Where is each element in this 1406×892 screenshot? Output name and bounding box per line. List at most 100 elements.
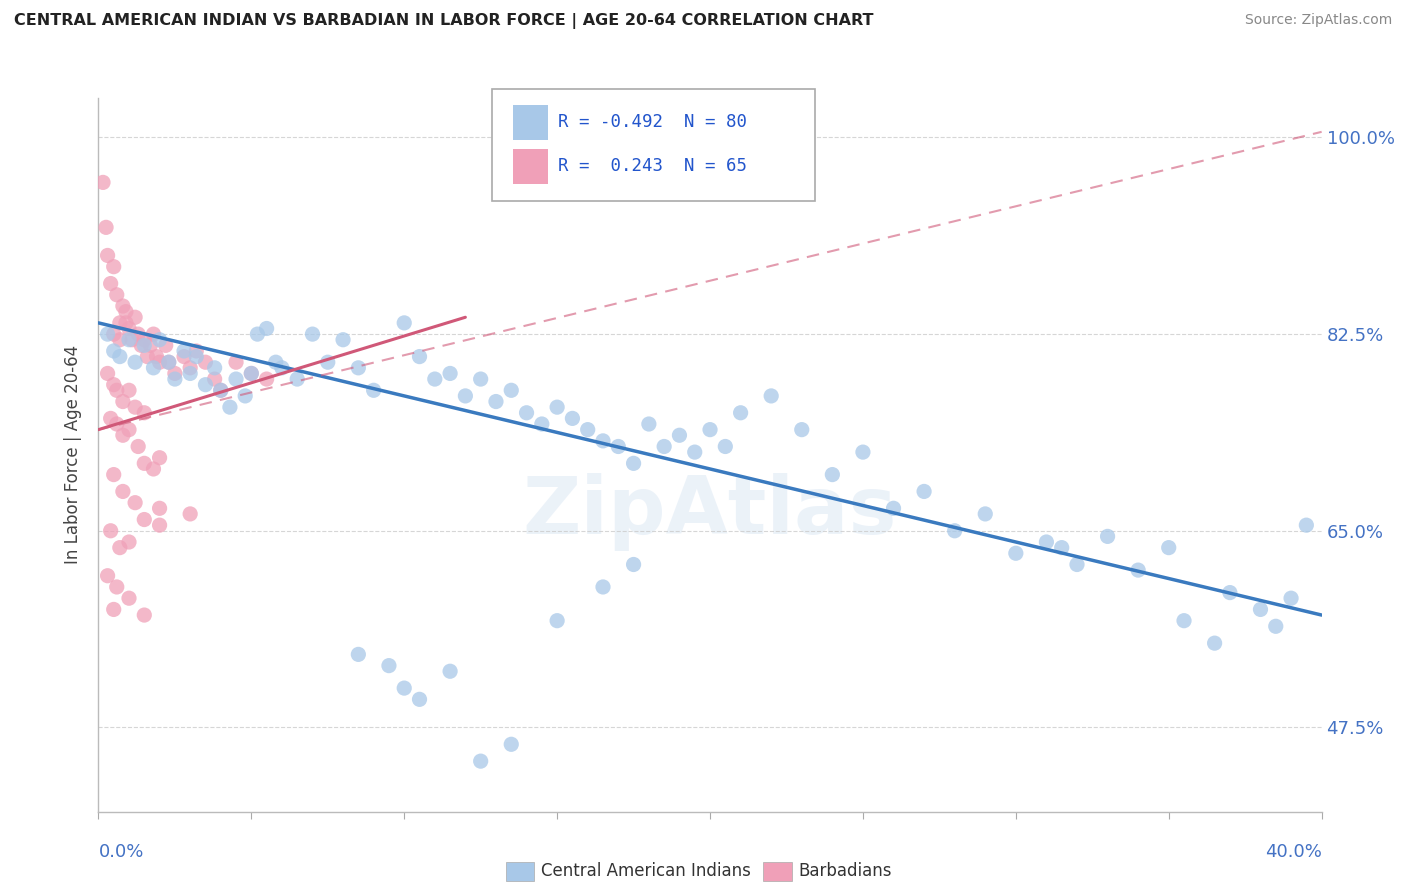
- Point: [186, 343, 208, 358]
- Point: [423, 372, 446, 386]
- Point: [1264, 619, 1286, 633]
- Point: [439, 665, 461, 679]
- Point: [378, 658, 401, 673]
- Text: 0.0%: 0.0%: [98, 843, 143, 861]
- Point: [124, 355, 146, 369]
- Point: [623, 558, 645, 572]
- Point: [149, 333, 172, 347]
- Point: [163, 367, 186, 381]
- Point: [118, 591, 141, 606]
- Point: [103, 260, 125, 274]
- Point: [264, 355, 287, 369]
- Point: [142, 462, 165, 476]
- Point: [392, 316, 416, 330]
- Point: [103, 377, 125, 392]
- Point: [157, 355, 180, 369]
- Point: [142, 327, 165, 342]
- Point: [103, 467, 125, 482]
- Point: [219, 400, 242, 414]
- Point: [97, 367, 120, 381]
- Point: [883, 501, 905, 516]
- Point: [118, 333, 141, 347]
- Point: [97, 568, 120, 582]
- Point: [118, 321, 141, 335]
- Point: [470, 754, 492, 768]
- Text: ZipAtlas: ZipAtlas: [523, 473, 897, 551]
- Point: [1295, 518, 1317, 533]
- Point: [103, 343, 125, 358]
- Point: [105, 287, 128, 301]
- Point: [516, 406, 538, 420]
- Point: [204, 360, 226, 375]
- Point: [501, 737, 523, 751]
- Point: [363, 384, 385, 398]
- Point: [100, 277, 122, 291]
- Point: [790, 423, 813, 437]
- Point: [316, 355, 339, 369]
- Point: [1173, 614, 1195, 628]
- Text: Source: ZipAtlas.com: Source: ZipAtlas.com: [1244, 13, 1392, 28]
- Point: [1128, 563, 1150, 577]
- Point: [1035, 535, 1057, 549]
- Point: [225, 355, 247, 369]
- Point: [821, 467, 844, 482]
- Point: [155, 338, 177, 352]
- Point: [173, 343, 195, 358]
- Point: [623, 456, 645, 470]
- Point: [912, 484, 935, 499]
- Point: [118, 384, 141, 398]
- Point: [408, 350, 430, 364]
- Point: [105, 417, 128, 431]
- Point: [111, 299, 134, 313]
- Point: [699, 423, 721, 437]
- Point: [124, 400, 146, 414]
- Point: [1050, 541, 1073, 555]
- Point: [1204, 636, 1226, 650]
- Point: [108, 333, 131, 347]
- Point: [145, 350, 167, 364]
- Point: [501, 384, 523, 398]
- Point: [439, 367, 461, 381]
- Point: [408, 692, 430, 706]
- Point: [209, 384, 232, 398]
- Point: [576, 423, 599, 437]
- Point: [149, 450, 172, 465]
- Point: [97, 248, 120, 262]
- Point: [730, 406, 752, 420]
- Point: [714, 440, 737, 454]
- Point: [124, 496, 146, 510]
- Point: [115, 316, 138, 330]
- Point: [91, 175, 114, 189]
- Point: [233, 389, 256, 403]
- Point: [142, 360, 165, 375]
- Point: [163, 372, 186, 386]
- Point: [157, 355, 180, 369]
- Point: [97, 327, 120, 342]
- Point: [683, 445, 706, 459]
- Point: [256, 321, 278, 335]
- Point: [118, 423, 141, 437]
- Point: [668, 428, 690, 442]
- Text: R =  0.243  N = 65: R = 0.243 N = 65: [558, 157, 747, 175]
- Point: [194, 377, 217, 392]
- Text: 40.0%: 40.0%: [1265, 843, 1322, 861]
- Point: [246, 327, 269, 342]
- Point: [134, 333, 156, 347]
- Point: [111, 484, 134, 499]
- Point: [108, 316, 131, 330]
- Point: [546, 614, 568, 628]
- Point: [392, 681, 416, 695]
- Point: [105, 580, 128, 594]
- Point: [103, 602, 125, 616]
- Point: [761, 389, 783, 403]
- Point: [1004, 546, 1026, 560]
- Point: [1279, 591, 1302, 606]
- Point: [561, 411, 583, 425]
- Point: [173, 350, 195, 364]
- Point: [1250, 602, 1272, 616]
- Point: [111, 394, 134, 409]
- Point: [149, 518, 172, 533]
- Point: [134, 456, 156, 470]
- Point: [638, 417, 661, 431]
- Point: [270, 360, 294, 375]
